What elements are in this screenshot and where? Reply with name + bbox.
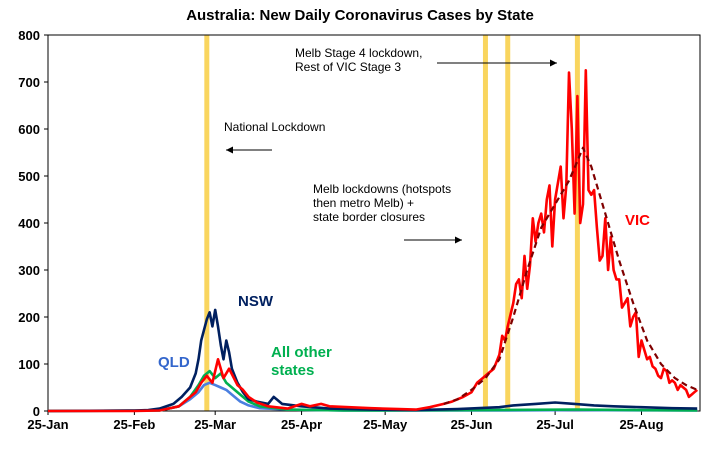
annotation-text: Melb Stage 4 lockdown, Rest of VIC Stage … [295,46,422,74]
y-tick-label-200: 200 [18,310,40,325]
series-label-line: states [271,362,314,379]
y-tick-label-800: 800 [18,28,40,43]
series-line-nsw [47,308,698,413]
series-label-vic: VIC [625,212,650,229]
series-line-vic [48,69,699,413]
series-labels: VIC NSW QLD All other states [158,212,650,379]
y-tick-label-100: 100 [18,357,40,372]
x-tick-label-25-may: 25-May [363,417,408,432]
x-tick-label-25-mar: 25-Mar [194,417,236,432]
annotation-text: National Lockdown [224,120,325,134]
annotation-line: Melb Stage 4 lockdown, [295,46,422,60]
y-tick-label-400: 400 [18,216,40,231]
annotation-1: National Lockdown [224,120,325,154]
annotation-arrow-head [226,146,233,154]
x-tick-label-25-jun: 25-Jun [451,417,493,432]
x-tick-label-25-jan: 25-Jan [27,417,68,432]
annotation-2: Melb lockdowns (hotspots then metro Melb)… [313,182,462,244]
annotation-text: Melb lockdowns (hotspots then metro Melb)… [313,182,451,224]
y-tick-label-700: 700 [18,75,40,90]
x-tick-label-25-jul: 25-Jul [536,417,574,432]
annotations: National Lockdown Melb lockdowns (hotspot… [224,46,557,244]
y-tick-label-0: 0 [33,404,40,419]
x-axis-ticks: 25-Jan 25-Feb 25-Mar 25-Apr 25-May 25-Jun 25-J… [27,411,664,432]
series-label-nsw: NSW [238,293,274,310]
annotation-line: Melb lockdowns (hotspots [313,182,451,196]
annotation-line: then metro Melb) + [313,196,414,210]
x-tick-label-25-feb: 25-Feb [113,417,155,432]
x-tick-label-25-apr: 25-Apr [281,417,322,432]
x-tick-label-25-aug: 25-Aug [619,417,663,432]
y-axis-ticks: 0 100 200 300 400 500 600 700 800 [18,28,48,419]
annotation-3: Melb Stage 4 lockdown, Rest of VIC Stage … [295,46,557,74]
series-lines [47,69,699,413]
y-tick-label-500: 500 [18,169,40,184]
annotation-line: National Lockdown [224,120,325,134]
annotation-line: state border closures [313,210,425,224]
series-label-qld: QLD [158,354,190,371]
series-line-vic-trend [443,146,698,405]
series-label-line: All other [271,344,332,361]
series-label-all-other-states: All other states [271,344,332,379]
y-tick-label-600: 600 [18,122,40,137]
annotation-arrow-head [455,236,462,244]
chart-title: Australia: New Daily Coronavirus Cases b… [186,7,534,24]
y-tick-label-300: 300 [18,263,40,278]
annotation-line: Rest of VIC Stage 3 [295,60,401,74]
annotation-arrow-head [550,59,557,67]
